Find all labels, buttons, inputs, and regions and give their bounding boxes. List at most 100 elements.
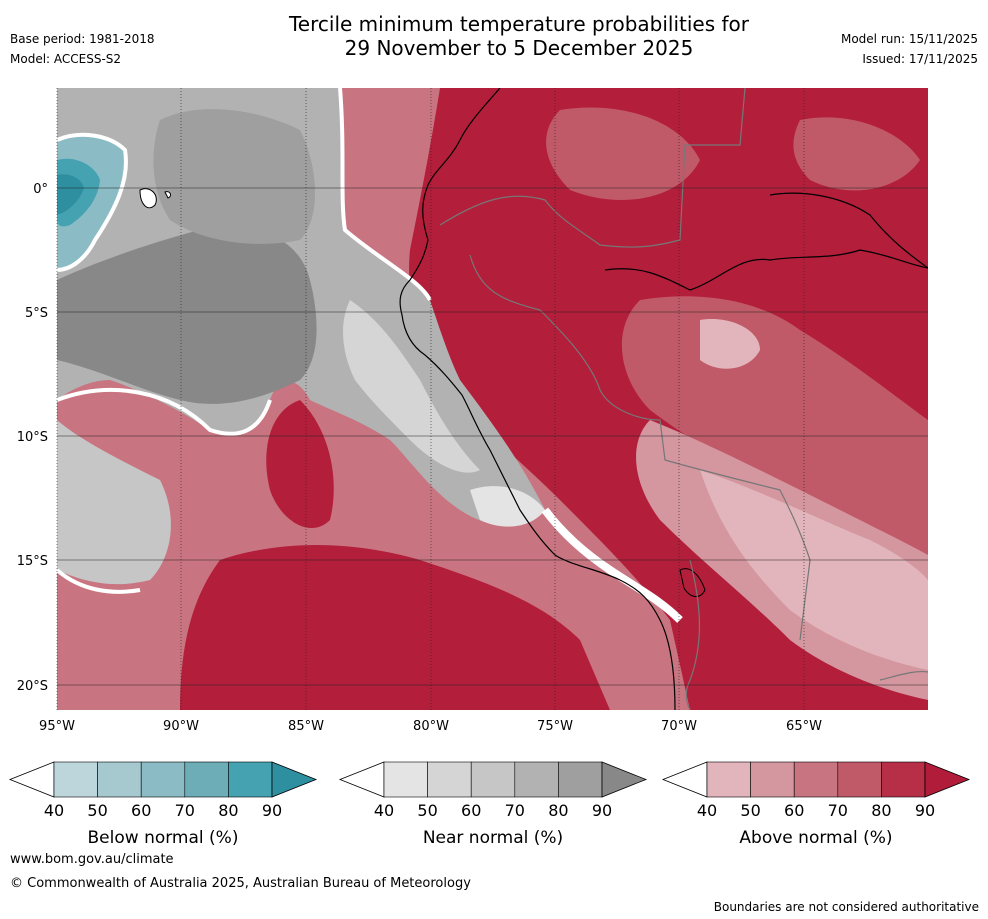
contour-40-north bbox=[338, 88, 432, 302]
below-normal-90-region bbox=[57, 174, 84, 214]
colorbar-tick: 80 bbox=[871, 801, 891, 820]
colorbar-tick: 60 bbox=[784, 801, 804, 820]
map-title: Tercile minimum temperature probabilitie… bbox=[0, 12, 988, 60]
colorbar-tick: 40 bbox=[374, 801, 394, 820]
footer-url[interactable]: www.bom.gov.au/climate bbox=[10, 852, 174, 867]
title-line-1: Tercile minimum temperature probabilitie… bbox=[288, 12, 750, 36]
galapagos-island bbox=[139, 188, 157, 209]
above-70-region bbox=[621, 296, 928, 560]
colorbar-box bbox=[383, 761, 428, 798]
longitude-label: 70°W bbox=[661, 719, 697, 734]
colorbar-right-arrow bbox=[924, 761, 971, 798]
longitude-label: 85°W bbox=[288, 719, 324, 734]
colorbar-label: Near normal (%) bbox=[423, 828, 563, 848]
colorbar-box bbox=[750, 761, 795, 798]
colorbar-tick: 90 bbox=[592, 801, 612, 820]
colorbar-tick: 60 bbox=[131, 801, 151, 820]
longitude-label: 95°W bbox=[39, 719, 75, 734]
latitude-label: 10°S bbox=[17, 430, 48, 445]
title-line-2: 29 November to 5 December 2025 bbox=[344, 36, 694, 60]
lake-titicaca bbox=[679, 568, 706, 597]
colorbar-box bbox=[140, 761, 186, 798]
colorbar-tick: 90 bbox=[915, 801, 935, 820]
above-40-region bbox=[700, 470, 928, 670]
contour-40-sw bbox=[57, 568, 141, 594]
meta-right: Model run: 15/11/2025 Issued: 17/11/2025 bbox=[841, 32, 978, 72]
colorbar-tick: 80 bbox=[548, 801, 568, 820]
latitude-labels: 0° 5°S 10°S 15°S 20°S bbox=[17, 182, 48, 694]
colorbar-box bbox=[427, 761, 472, 798]
border-chile-bolivia bbox=[685, 559, 701, 710]
border-south bbox=[879, 670, 928, 681]
above-70-north bbox=[546, 107, 700, 200]
colorbar-tick: 40 bbox=[44, 801, 64, 820]
colorbar-tick: 70 bbox=[175, 801, 195, 820]
footer-copyright: © Commonwealth of Australia 2025, Austra… bbox=[10, 876, 471, 891]
colorbar-tick: 60 bbox=[461, 801, 481, 820]
colorbar-box bbox=[837, 761, 882, 798]
latitude-label: 5°S bbox=[25, 306, 48, 321]
latitude-label: 15°S bbox=[17, 554, 48, 569]
ocean-above-90 bbox=[180, 545, 610, 710]
colorbar-right-arrow bbox=[271, 761, 318, 798]
colorbar-1: 40 50 60 70 80 90 Below normal (%) bbox=[8, 761, 318, 848]
colorbar-tick: 90 bbox=[262, 801, 282, 820]
latitude-label: 20°S bbox=[17, 679, 48, 694]
colorbar-left-arrow bbox=[338, 761, 385, 798]
near-normal-80-region bbox=[153, 109, 315, 244]
border-north bbox=[439, 88, 746, 248]
negro-river bbox=[769, 192, 928, 269]
above-70-ne bbox=[793, 117, 920, 191]
near-normal-40-patch bbox=[470, 486, 545, 527]
colorbar-tick: 40 bbox=[697, 801, 717, 820]
longitude-label: 80°W bbox=[413, 719, 449, 734]
border-peru-brazil bbox=[469, 254, 811, 641]
issued-date: Issued: 17/11/2025 bbox=[862, 52, 978, 66]
base-period: Base period: 1981-2018 bbox=[10, 32, 155, 46]
contour-40-galapagos bbox=[57, 132, 128, 272]
colorbar-tick: 50 bbox=[740, 801, 760, 820]
colorbar-box bbox=[514, 761, 559, 798]
longitude-label: 90°W bbox=[163, 719, 199, 734]
colorbar-tick: 70 bbox=[828, 801, 848, 820]
map-area bbox=[57, 88, 928, 710]
contour-40-coast bbox=[541, 507, 683, 623]
near-normal-90-region bbox=[57, 227, 317, 404]
colorbar-box bbox=[558, 761, 603, 798]
longitude-label: 75°W bbox=[537, 719, 573, 734]
colorbar-box bbox=[706, 761, 751, 798]
above-40-patch bbox=[700, 319, 760, 369]
amazon-river bbox=[604, 249, 928, 291]
colorbar-box bbox=[793, 761, 839, 798]
gridlines bbox=[56, 88, 928, 710]
latitude-label: 0° bbox=[33, 182, 48, 197]
colorbar-tick: 70 bbox=[505, 801, 525, 820]
colorbar-tick: 50 bbox=[417, 801, 437, 820]
colorbar-2: 40 50 60 70 80 90 Near normal (%) bbox=[338, 761, 648, 848]
colorbar-box bbox=[184, 761, 229, 798]
colorbar-box bbox=[97, 761, 142, 798]
colorbar-box bbox=[53, 761, 98, 798]
colorbar-left-arrow bbox=[8, 761, 55, 798]
colorbar-3: 40 50 60 70 80 90 Above normal (%) bbox=[661, 761, 971, 848]
colorbar-label: Below normal (%) bbox=[88, 828, 239, 848]
longitude-labels: 95°W 90°W 85°W 80°W 75°W 70°W 65°W bbox=[39, 719, 822, 734]
contour-40-west bbox=[57, 388, 272, 436]
colorbar-box bbox=[228, 761, 273, 798]
model-name: Model: ACCESS-S2 bbox=[10, 52, 122, 66]
galapagos-islet bbox=[164, 191, 172, 199]
colorbar-box bbox=[881, 761, 926, 798]
colorbar-tick: 50 bbox=[87, 801, 107, 820]
ocean-above-90-patch bbox=[266, 400, 334, 529]
colorbars: 40 50 60 70 80 90 Below normal (%) 40 50 60 70 80 90… bbox=[8, 761, 971, 848]
near-normal-50-band bbox=[343, 300, 480, 473]
footer-note: Boundaries are not considered authoritat… bbox=[713, 900, 979, 914]
near-normal-60-region bbox=[57, 420, 171, 585]
colorbar-box bbox=[470, 761, 516, 798]
colorbar-tick: 80 bbox=[218, 801, 238, 820]
meta-left: Base period: 1981-2018 Model: ACCESS-S2 bbox=[10, 32, 155, 72]
colorbar-left-arrow bbox=[661, 761, 708, 798]
colorbar-label: Above normal (%) bbox=[739, 828, 892, 848]
longitude-label: 65°W bbox=[786, 719, 822, 734]
